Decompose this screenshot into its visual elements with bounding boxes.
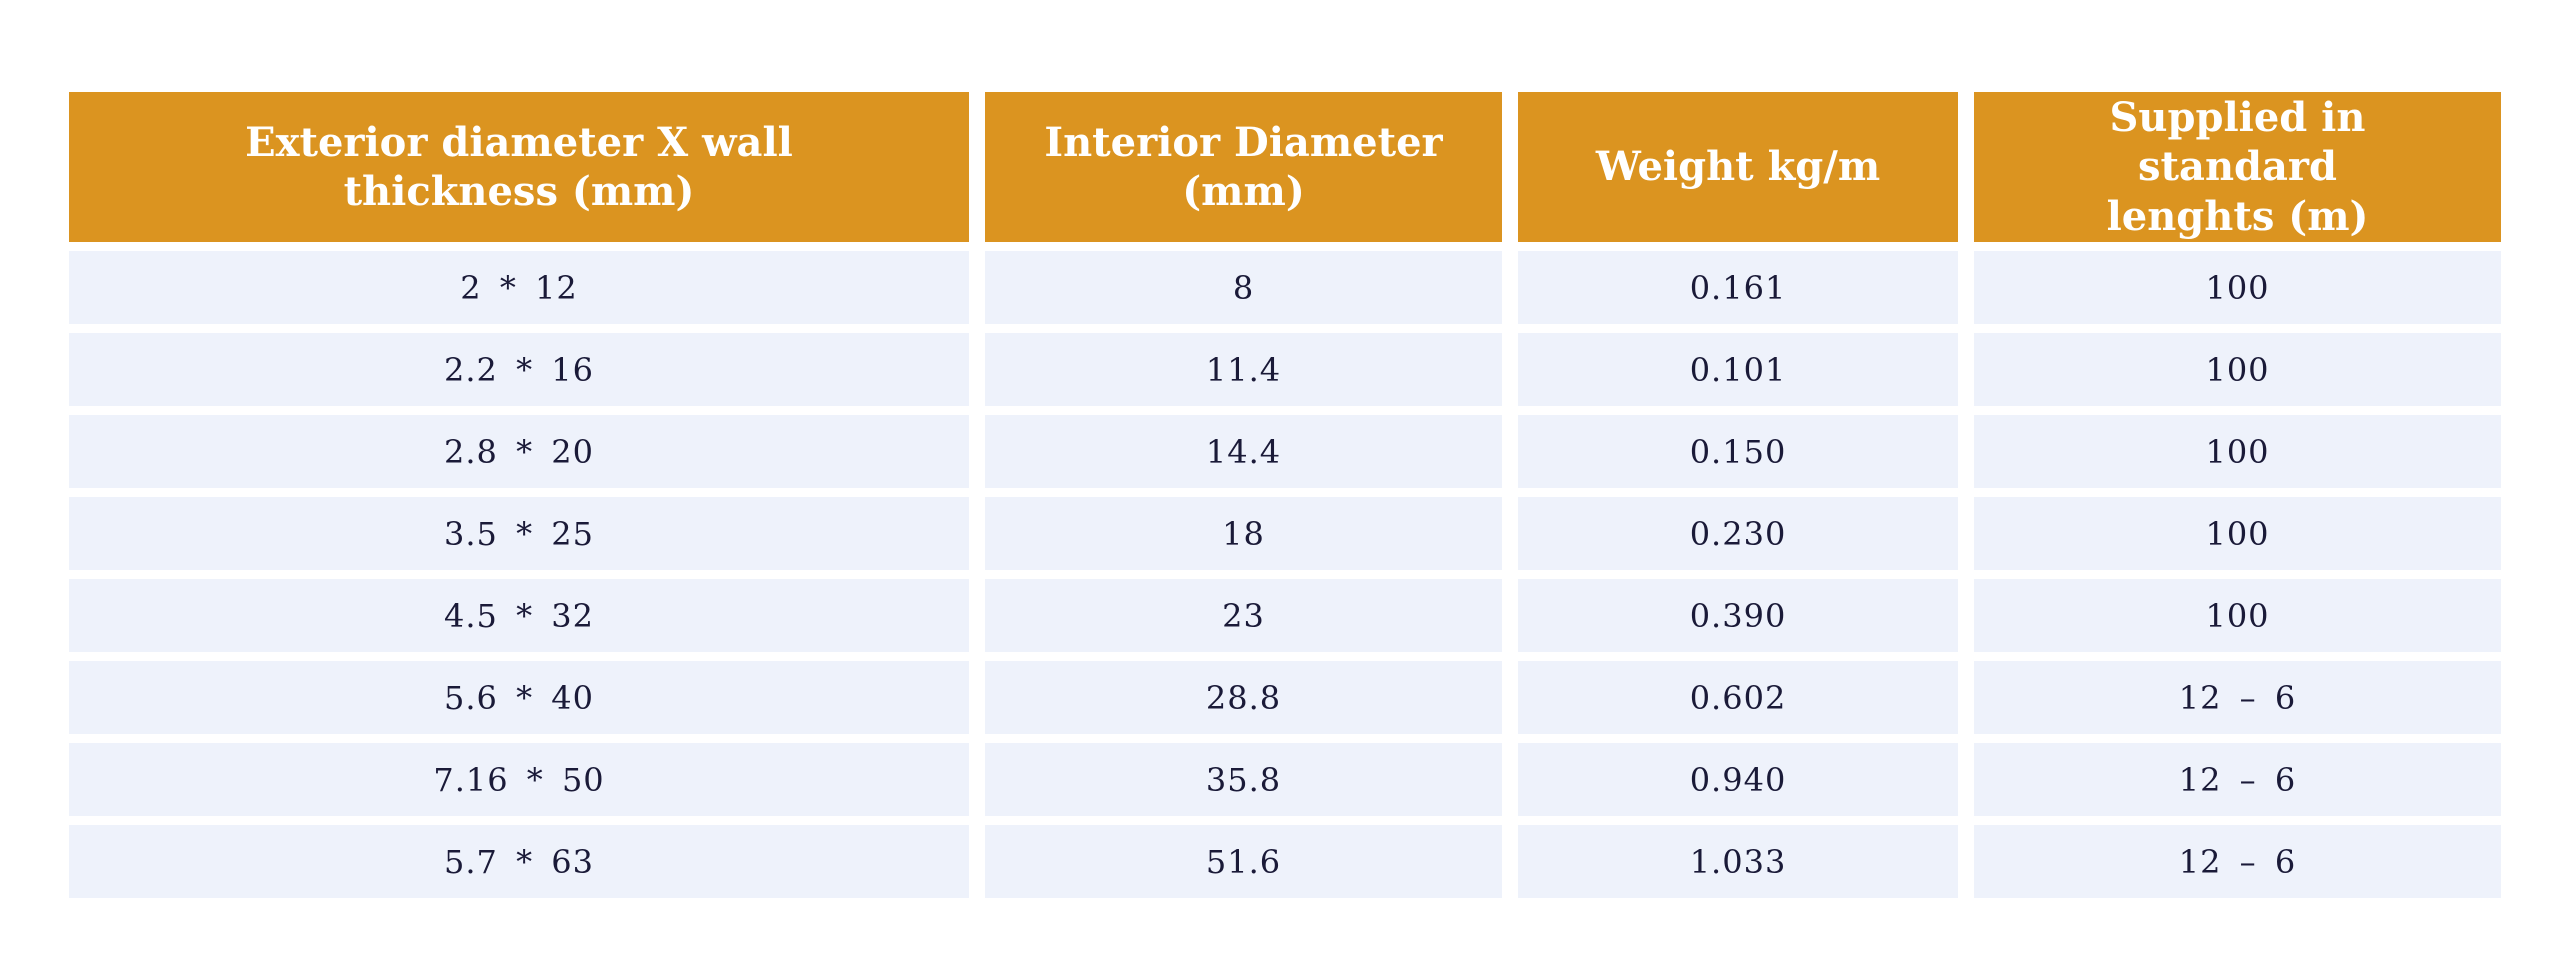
table-cell: 0.390 — [1518, 579, 1958, 652]
table-cell: 100 — [1974, 415, 2501, 488]
table-cell: 100 — [1974, 497, 2501, 570]
table-cell: 1.033 — [1518, 825, 1958, 898]
table-cell: 2.8 * 20 — [69, 415, 969, 488]
table-cell: 0.161 — [1518, 251, 1958, 324]
column-header-exterior-diameter: Exterior diameter X wall thickness (mm) — [69, 92, 969, 242]
pipe-spec-table: Exterior diameter X wall thickness (mm) … — [69, 92, 2501, 898]
table-cell: 2.2 * 16 — [69, 333, 969, 406]
table-cell: 5.7 * 63 — [69, 825, 969, 898]
table-cell: 100 — [1974, 579, 2501, 652]
table-cell: 5.6 * 40 — [69, 661, 969, 734]
table-cell: 4.5 * 32 — [69, 579, 969, 652]
column-header-supplied-lengths: Supplied in standard lenghts (m) — [1974, 92, 2501, 242]
column-header-interior-diameter: Interior Diameter (mm) — [985, 92, 1502, 242]
table-cell: 12 – 6 — [1974, 743, 2501, 816]
table-cell: 51.6 — [985, 825, 1502, 898]
table-cell: 3.5 * 25 — [69, 497, 969, 570]
table-cell: 0.150 — [1518, 415, 1958, 488]
table-cell: 18 — [985, 497, 1502, 570]
table-cell: 12 – 6 — [1974, 661, 2501, 734]
table-cell: 14.4 — [985, 415, 1502, 488]
table-cell: 11.4 — [985, 333, 1502, 406]
table-cell: 100 — [1974, 333, 2501, 406]
table-cell: 100 — [1974, 251, 2501, 324]
table-cell: 12 – 6 — [1974, 825, 2501, 898]
column-header-weight: Weight kg/m — [1518, 92, 1958, 242]
table-cell: 0.101 — [1518, 333, 1958, 406]
table-cell: 0.602 — [1518, 661, 1958, 734]
table-cell: 28.8 — [985, 661, 1502, 734]
table-cell: 8 — [985, 251, 1502, 324]
table-cell: 0.230 — [1518, 497, 1958, 570]
table-cell: 7.16 * 50 — [69, 743, 969, 816]
table-cell: 2 * 12 — [69, 251, 969, 324]
table-cell: 35.8 — [985, 743, 1502, 816]
table-cell: 0.940 — [1518, 743, 1958, 816]
table-cell: 23 — [985, 579, 1502, 652]
